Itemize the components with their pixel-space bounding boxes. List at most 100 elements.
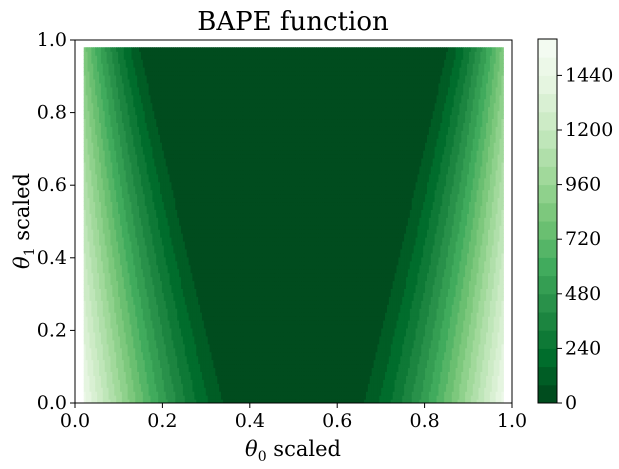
contour-cell [499, 399, 502, 403]
contour-cell [434, 399, 438, 403]
contour-cell [283, 379, 287, 384]
contour-cell [331, 383, 335, 388]
contour-cell [369, 379, 373, 384]
contour-cell [255, 375, 258, 380]
contour-cell [262, 399, 266, 403]
contour-cell [201, 391, 205, 396]
contour-cell [171, 399, 174, 403]
contour-cell [121, 379, 125, 384]
contour-cell [308, 379, 312, 384]
contour-cell [425, 379, 428, 384]
contour-cell [428, 391, 432, 396]
contour-cell [259, 379, 262, 384]
contour-cell [247, 375, 251, 380]
contour-cell [303, 387, 306, 392]
contour-cell [457, 399, 460, 403]
contour-cell [371, 399, 375, 403]
contour-cell [190, 395, 194, 400]
contour-cell [205, 391, 209, 396]
contour-cell [266, 399, 270, 403]
contour-cell [196, 391, 199, 396]
contour-cell [381, 395, 384, 400]
contour-cell [95, 383, 98, 388]
contour-cell [476, 391, 480, 396]
contour-cell [381, 379, 384, 384]
contour-cell [415, 387, 419, 392]
contour-cell [125, 395, 129, 400]
contour-cell [467, 395, 470, 400]
contour-cell [394, 395, 398, 400]
contour-cell [421, 379, 424, 384]
contour-cell [325, 399, 329, 403]
contour-cell [352, 395, 356, 400]
contour-cell [468, 379, 472, 384]
contour-cell [240, 391, 243, 396]
contour-cell [222, 375, 226, 380]
contour-cell [480, 387, 483, 392]
contour-cell [411, 391, 415, 396]
contour-cell [381, 387, 384, 392]
contour-cell [491, 387, 495, 392]
contour-cell [444, 383, 447, 388]
contour-cell [488, 395, 491, 400]
contour-cell [104, 399, 108, 403]
contour-cell [444, 391, 447, 396]
contour-cell [85, 399, 89, 403]
contour-cell [135, 395, 138, 400]
contour-cell [377, 379, 380, 384]
contour-cell [245, 383, 249, 388]
contour-cell [442, 391, 445, 396]
contour-cell [352, 391, 356, 396]
contour-cell [489, 399, 493, 403]
contour-cell [129, 395, 133, 400]
contour-cell [327, 391, 331, 396]
contour-cell [203, 399, 207, 403]
contour-cell [465, 395, 468, 400]
contour-cell [184, 391, 188, 396]
contour-cell [339, 391, 342, 396]
contour-cell [213, 399, 216, 403]
contour-cell [131, 375, 134, 380]
contour-cell [133, 379, 136, 384]
contour-cell [356, 395, 359, 400]
contour-cell [493, 399, 497, 403]
contour-cell [386, 391, 390, 396]
contour-cell [215, 383, 218, 388]
contour-cell [150, 391, 153, 396]
contour-cell [375, 387, 379, 392]
contour-cell [501, 367, 504, 372]
contour-cell [320, 395, 323, 400]
contour-cell [358, 395, 361, 400]
contour-cell [89, 375, 92, 380]
contour-cell [356, 379, 359, 384]
contour-cell [383, 395, 386, 400]
contour-cell [293, 387, 297, 392]
contour-cell [253, 379, 256, 384]
contour-cell [85, 391, 89, 396]
contour-cell [289, 395, 293, 400]
contour-cell [390, 395, 394, 400]
contour-cell [304, 383, 308, 388]
contour-cell [228, 383, 232, 388]
contour-cell [467, 391, 470, 396]
contour-cell [194, 379, 197, 384]
contour-cell [449, 387, 453, 392]
contour-cell [470, 399, 474, 403]
contour-cell [160, 375, 163, 380]
contour-cell [272, 383, 276, 388]
contour-cell [278, 391, 281, 396]
contour-cell [207, 375, 211, 380]
contour-cell [163, 387, 167, 392]
contour-cell [262, 387, 266, 392]
contour-cell [465, 387, 468, 392]
contour-cell [144, 383, 148, 388]
contour-cell [236, 399, 239, 403]
contour-cell [200, 383, 203, 388]
contour-cell [472, 395, 476, 400]
contour-cell [188, 383, 192, 388]
contour-cell [259, 395, 262, 400]
contour-cell [131, 395, 134, 400]
contour-cell [251, 391, 255, 396]
contour-cell [257, 375, 260, 380]
contour-cell [127, 391, 131, 396]
